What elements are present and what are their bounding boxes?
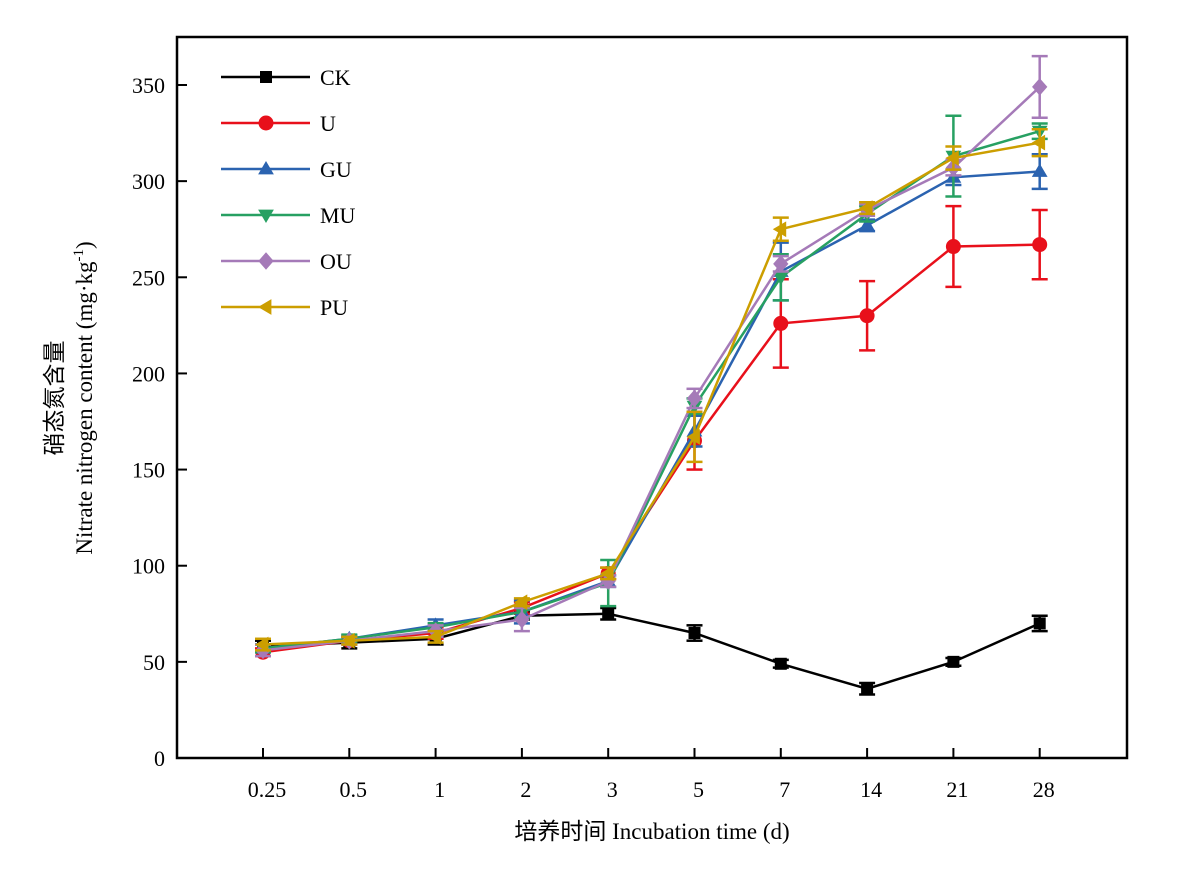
legend-item-ck: CK: [221, 65, 351, 90]
legend: CK U GU MU OU PU: [221, 65, 356, 320]
series-line: [262, 243, 1040, 654]
y-tick-label: 50: [143, 650, 165, 675]
legend-marker: [258, 209, 274, 223]
legend-marker: [258, 161, 274, 175]
y-axis-title-en: Nitrate nitrogen content (mg·kg-1): [71, 241, 97, 554]
x-tick-label: 3: [607, 777, 618, 802]
data-point: [688, 627, 701, 640]
data-point: [859, 308, 875, 324]
data-point: [255, 636, 269, 653]
x-tick-label: 21: [946, 777, 968, 802]
legend-marker: [258, 299, 272, 315]
data-point: [773, 255, 789, 273]
x-tick-label: 0.25: [248, 777, 287, 802]
x-tick-label: 5: [693, 777, 704, 802]
data-point: [1031, 134, 1046, 151]
legend-label: GU: [320, 157, 352, 182]
legend-label: U: [320, 111, 336, 136]
data-point: [514, 610, 530, 629]
x-tick-label: 2: [520, 777, 531, 802]
legend-marker: [258, 115, 274, 131]
data-point: [861, 682, 874, 695]
data-point: [1032, 78, 1048, 96]
data-point: [1033, 617, 1046, 630]
x-tick-label: 1: [434, 777, 445, 802]
x-tick-label: 28: [1033, 777, 1055, 802]
y-tick-label: 0: [154, 746, 165, 771]
legend-marker: [258, 252, 274, 270]
data-point: [427, 628, 441, 645]
data-point: [513, 594, 528, 611]
series-line: [262, 129, 1041, 650]
data-point: [945, 150, 959, 166]
data-point: [686, 389, 703, 408]
data-point: [947, 655, 960, 668]
series-ou: [255, 54, 1048, 660]
y-axis-title-en-close: ): [72, 241, 97, 249]
x-tick-label: 7: [779, 777, 790, 802]
data-point: [774, 657, 787, 670]
data-point: [602, 607, 615, 620]
series-line: [262, 141, 1040, 646]
data-point: [1032, 237, 1048, 253]
series-mu: [255, 114, 1048, 657]
data-point: [772, 221, 787, 238]
legend-label: MU: [320, 203, 356, 228]
legend-item-gu: GU: [221, 157, 352, 182]
legend-label: CK: [320, 65, 351, 90]
series-layer: [255, 54, 1048, 696]
data-point: [600, 565, 614, 582]
data-point: [773, 315, 789, 331]
legend-item-u: U: [221, 111, 336, 136]
y-tick-label: 200: [132, 361, 165, 386]
y-tick-label: 100: [132, 554, 165, 579]
legend-item-pu: PU: [221, 295, 348, 320]
plot-frame: [175, 35, 1129, 760]
y-tick-label: 300: [132, 169, 165, 194]
y-axis-title-en-sup: -1: [71, 249, 87, 262]
series-pu: [255, 127, 1048, 653]
y-axis-title-cn: 硝态氮含量: [42, 341, 67, 456]
y-tick-label: 350: [132, 73, 165, 98]
y-axis: 0 50 100 150 200 250 300 350: [132, 73, 187, 771]
series-u: [255, 204, 1048, 660]
series-gu: [255, 152, 1048, 654]
series-ck: [255, 606, 1048, 696]
data-point: [945, 239, 961, 255]
legend-item-ou: OU: [221, 249, 352, 274]
series-line: [262, 612, 1041, 691]
y-tick-label: 150: [132, 458, 165, 483]
legend-item-mu: MU: [221, 203, 356, 228]
x-axis: 0.25 0.5 1 2 3 5 7 14 21 28: [248, 748, 1055, 802]
legend-label: PU: [320, 295, 348, 320]
legend-marker: [260, 71, 272, 83]
x-tick-label: 0.5: [340, 777, 368, 802]
x-axis-title: 培养时间 Incubation time (d): [514, 819, 789, 844]
data-point: [1031, 163, 1048, 177]
y-tick-label: 250: [132, 265, 165, 290]
x-tick-label: 14: [860, 777, 882, 802]
y-axis-title-en-main: Nitrate nitrogen content (mg·kg: [72, 261, 97, 555]
data-point: [859, 217, 875, 231]
y-axis-title: 硝态氮含量 Nitrate nitrogen content (mg·kg-1): [42, 241, 97, 554]
legend-label: OU: [320, 249, 352, 274]
data-point: [686, 429, 700, 445]
data-point: [341, 632, 355, 649]
series-line: [262, 86, 1041, 652]
series-line: [262, 170, 1040, 650]
data-point: [859, 200, 873, 216]
